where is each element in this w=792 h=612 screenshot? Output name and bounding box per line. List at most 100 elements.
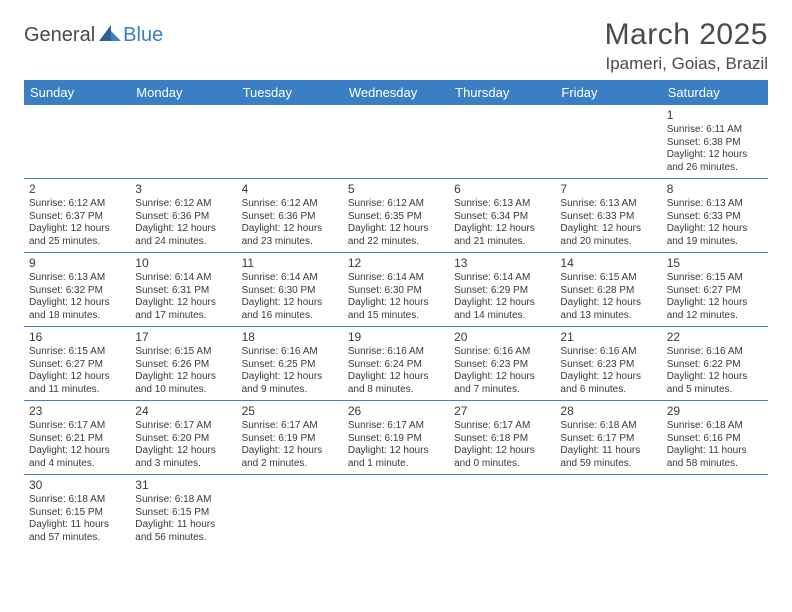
sunset-line: Sunset: 6:38 PM — [667, 137, 763, 150]
daylight-line: Daylight: 11 hours — [667, 445, 763, 458]
daylight-line: and 4 minutes. — [29, 458, 125, 471]
calendar-week: 1Sunrise: 6:11 AMSunset: 6:38 PMDaylight… — [24, 105, 768, 179]
logo-triangle-icon — [99, 25, 121, 43]
dayname-thursday: Thursday — [449, 80, 555, 105]
daylight-line: and 1 minute. — [348, 458, 444, 471]
page-title: March 2025 — [605, 18, 768, 52]
calendar-day: 20Sunrise: 6:16 AMSunset: 6:23 PMDayligh… — [449, 327, 555, 400]
sunset-line: Sunset: 6:23 PM — [560, 359, 656, 372]
sunset-line: Sunset: 6:36 PM — [242, 211, 338, 224]
daylight-line: and 17 minutes. — [135, 310, 231, 323]
sunset-line: Sunset: 6:23 PM — [454, 359, 550, 372]
sunrise-line: Sunrise: 6:14 AM — [454, 272, 550, 285]
daylight-line: Daylight: 12 hours — [348, 445, 444, 458]
daylight-line: and 26 minutes. — [667, 162, 763, 175]
daylight-line: and 19 minutes. — [667, 236, 763, 249]
calendar-day: 21Sunrise: 6:16 AMSunset: 6:23 PMDayligh… — [555, 327, 661, 400]
daylight-line: and 21 minutes. — [454, 236, 550, 249]
calendar-empty — [343, 475, 449, 548]
daylight-line: Daylight: 12 hours — [29, 371, 125, 384]
daylight-line: and 16 minutes. — [242, 310, 338, 323]
daylight-line: Daylight: 12 hours — [667, 297, 763, 310]
calendar-day: 16Sunrise: 6:15 AMSunset: 6:27 PMDayligh… — [24, 327, 130, 400]
calendar-week: 9Sunrise: 6:13 AMSunset: 6:32 PMDaylight… — [24, 253, 768, 327]
daylight-line: Daylight: 12 hours — [454, 297, 550, 310]
sunrise-line: Sunrise: 6:18 AM — [29, 494, 125, 507]
day-number: 9 — [29, 256, 125, 271]
calendar-header-row: SundayMondayTuesdayWednesdayThursdayFrid… — [24, 80, 768, 105]
calendar-day: 27Sunrise: 6:17 AMSunset: 6:18 PMDayligh… — [449, 401, 555, 474]
day-number: 18 — [242, 330, 338, 345]
calendar-day: 29Sunrise: 6:18 AMSunset: 6:16 PMDayligh… — [662, 401, 768, 474]
calendar-day: 11Sunrise: 6:14 AMSunset: 6:30 PMDayligh… — [237, 253, 343, 326]
daylight-line: Daylight: 12 hours — [135, 445, 231, 458]
day-number: 26 — [348, 404, 444, 419]
sunrise-line: Sunrise: 6:15 AM — [135, 346, 231, 359]
daylight-line: Daylight: 12 hours — [560, 223, 656, 236]
daylight-line: Daylight: 12 hours — [348, 371, 444, 384]
sunrise-line: Sunrise: 6:11 AM — [667, 124, 763, 137]
sunset-line: Sunset: 6:37 PM — [29, 211, 125, 224]
sunrise-line: Sunrise: 6:12 AM — [29, 198, 125, 211]
calendar-page: General Blue March 2025 Ipameri, Goias, … — [0, 0, 792, 558]
day-number: 27 — [454, 404, 550, 419]
calendar-week: 30Sunrise: 6:18 AMSunset: 6:15 PMDayligh… — [24, 475, 768, 548]
calendar-empty — [237, 105, 343, 178]
sunrise-line: Sunrise: 6:17 AM — [348, 420, 444, 433]
daylight-line: and 7 minutes. — [454, 384, 550, 397]
sunrise-line: Sunrise: 6:13 AM — [667, 198, 763, 211]
day-number: 31 — [135, 478, 231, 493]
day-number: 11 — [242, 256, 338, 271]
sunset-line: Sunset: 6:34 PM — [454, 211, 550, 224]
calendar-day: 3Sunrise: 6:12 AMSunset: 6:36 PMDaylight… — [130, 179, 236, 252]
dayname-tuesday: Tuesday — [237, 80, 343, 105]
location-label: Ipameri, Goias, Brazil — [605, 54, 768, 74]
daylight-line: and 5 minutes. — [667, 384, 763, 397]
sunrise-line: Sunrise: 6:15 AM — [29, 346, 125, 359]
sunrise-line: Sunrise: 6:18 AM — [560, 420, 656, 433]
sunset-line: Sunset: 6:35 PM — [348, 211, 444, 224]
sunrise-line: Sunrise: 6:17 AM — [29, 420, 125, 433]
sunrise-line: Sunrise: 6:14 AM — [242, 272, 338, 285]
daylight-line: and 3 minutes. — [135, 458, 231, 471]
day-number: 22 — [667, 330, 763, 345]
daylight-line: and 14 minutes. — [454, 310, 550, 323]
sunrise-line: Sunrise: 6:18 AM — [667, 420, 763, 433]
daylight-line: Daylight: 12 hours — [29, 223, 125, 236]
calendar-day: 9Sunrise: 6:13 AMSunset: 6:32 PMDaylight… — [24, 253, 130, 326]
calendar-empty — [555, 475, 661, 548]
calendar-day: 8Sunrise: 6:13 AMSunset: 6:33 PMDaylight… — [662, 179, 768, 252]
title-block: March 2025 Ipameri, Goias, Brazil — [605, 18, 768, 74]
sunrise-line: Sunrise: 6:13 AM — [29, 272, 125, 285]
day-number: 6 — [454, 182, 550, 197]
sunrise-line: Sunrise: 6:13 AM — [454, 198, 550, 211]
calendar-day: 2Sunrise: 6:12 AMSunset: 6:37 PMDaylight… — [24, 179, 130, 252]
sunset-line: Sunset: 6:15 PM — [29, 507, 125, 520]
calendar-day: 12Sunrise: 6:14 AMSunset: 6:30 PMDayligh… — [343, 253, 449, 326]
sunrise-line: Sunrise: 6:17 AM — [135, 420, 231, 433]
day-number: 24 — [135, 404, 231, 419]
daylight-line: Daylight: 12 hours — [560, 371, 656, 384]
sunrise-line: Sunrise: 6:12 AM — [135, 198, 231, 211]
calendar-day: 4Sunrise: 6:12 AMSunset: 6:36 PMDaylight… — [237, 179, 343, 252]
day-number: 29 — [667, 404, 763, 419]
logo-text-blue: Blue — [123, 24, 163, 47]
daylight-line: Daylight: 12 hours — [348, 223, 444, 236]
sunset-line: Sunset: 6:17 PM — [560, 433, 656, 446]
daylight-line: and 15 minutes. — [348, 310, 444, 323]
daylight-line: Daylight: 12 hours — [29, 297, 125, 310]
sunset-line: Sunset: 6:27 PM — [29, 359, 125, 372]
daylight-line: Daylight: 12 hours — [454, 371, 550, 384]
day-number: 28 — [560, 404, 656, 419]
daylight-line: Daylight: 12 hours — [29, 445, 125, 458]
calendar-empty — [343, 105, 449, 178]
daylight-line: Daylight: 12 hours — [135, 371, 231, 384]
calendar-day: 18Sunrise: 6:16 AMSunset: 6:25 PMDayligh… — [237, 327, 343, 400]
sunrise-line: Sunrise: 6:14 AM — [348, 272, 444, 285]
day-number: 12 — [348, 256, 444, 271]
calendar-day: 25Sunrise: 6:17 AMSunset: 6:19 PMDayligh… — [237, 401, 343, 474]
sunset-line: Sunset: 6:20 PM — [135, 433, 231, 446]
calendar-day: 26Sunrise: 6:17 AMSunset: 6:19 PMDayligh… — [343, 401, 449, 474]
calendar-empty — [237, 475, 343, 548]
daylight-line: and 56 minutes. — [135, 532, 231, 545]
